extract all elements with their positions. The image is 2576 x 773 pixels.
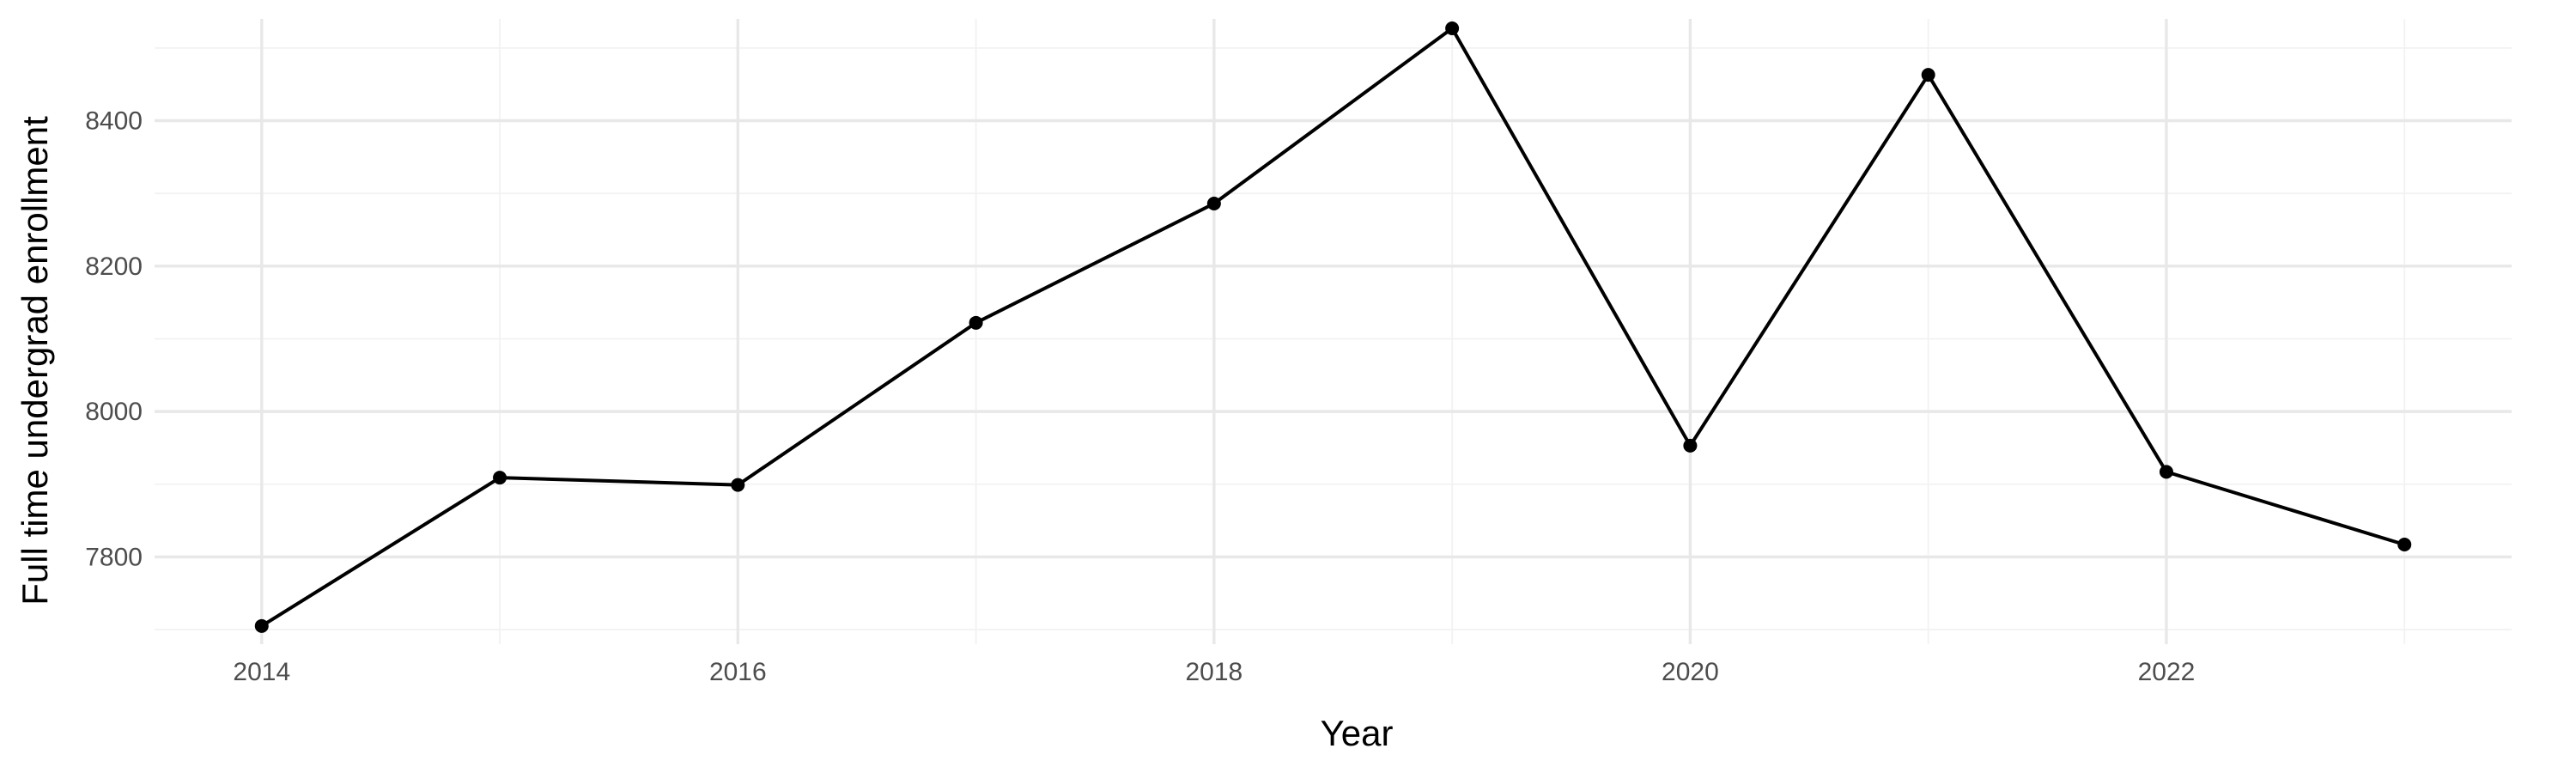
x-axis-title: Year — [1321, 713, 1394, 753]
x-tick-label: 2022 — [2138, 658, 2196, 686]
y-tick-label: 8400 — [85, 107, 143, 136]
y-tick-label: 8200 — [85, 253, 143, 281]
data-point — [1921, 68, 1935, 82]
y-axis-title: Full time undergrad enrollment — [15, 116, 55, 606]
x-tick-label: 2018 — [1185, 658, 1242, 686]
data-point — [1445, 21, 1460, 36]
series-line — [260, 27, 2405, 628]
grid — [155, 19, 2512, 644]
x-tick-label: 2020 — [1662, 658, 1719, 686]
x-tick-label: 2014 — [233, 658, 290, 686]
data-point — [2397, 538, 2412, 552]
data-point — [1683, 438, 1698, 453]
y-tick-label: 8000 — [85, 398, 143, 426]
data-point — [254, 618, 269, 633]
x-tick-labels: 2014 2016 2018 2020 2022 — [233, 658, 2195, 686]
data-point — [2159, 465, 2173, 479]
series — [254, 21, 2412, 633]
data-point — [731, 478, 745, 492]
data-point — [1206, 197, 1221, 211]
data-point — [493, 471, 507, 485]
y-tick-label: 7800 — [85, 543, 143, 571]
y-tick-labels: 7800 8000 8200 8400 — [85, 107, 143, 572]
data-point — [969, 315, 983, 330]
x-tick-label: 2016 — [709, 658, 767, 686]
